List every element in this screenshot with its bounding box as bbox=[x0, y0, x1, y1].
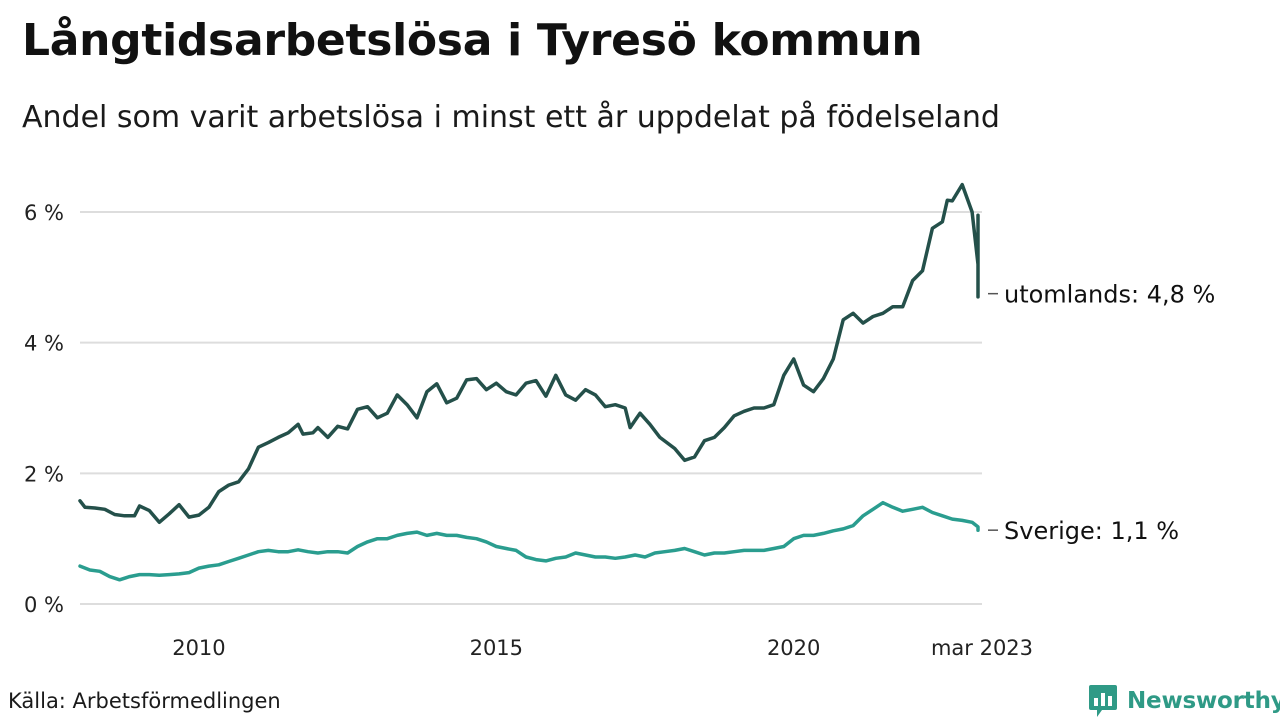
brand-logo: Newsworthy bbox=[1088, 684, 1280, 718]
end-label-sverige: Sverige: 1,1 % bbox=[1004, 517, 1179, 545]
x-axis-ticks: 2010 2015 2020 mar 2023 bbox=[172, 636, 1033, 660]
y-tick-label: 4 % bbox=[24, 332, 64, 356]
x-tick-label: 2020 bbox=[767, 636, 820, 660]
chart-subtitle: Andel som varit arbetslösa i minst ett å… bbox=[22, 100, 1000, 135]
x-tick-label: 2015 bbox=[470, 636, 523, 660]
end-labels: utomlands: 4,8 % Sverige: 1,1 % bbox=[988, 281, 1215, 545]
x-tick-label: 2010 bbox=[172, 636, 225, 660]
source-note: Källa: Arbetsförmedlingen bbox=[8, 689, 281, 713]
end-label-utomlands: utomlands: 4,8 % bbox=[1004, 281, 1215, 309]
bar-chart-icon bbox=[1089, 685, 1117, 717]
y-tick-label: 0 % bbox=[24, 593, 64, 617]
chart-title: Långtidsarbetslösa i Tyresö kommun bbox=[22, 15, 923, 66]
gridlines bbox=[80, 211, 982, 605]
series-line-utomlands bbox=[78, 182, 980, 525]
y-tick-label: 2 % bbox=[24, 462, 64, 486]
series-lines bbox=[78, 182, 980, 582]
x-tick-label: mar 2023 bbox=[931, 636, 1033, 660]
series-line-sverige bbox=[78, 500, 980, 582]
brand-name: Newsworthy bbox=[1127, 688, 1280, 714]
y-tick-label: 6 % bbox=[24, 201, 64, 225]
y-axis-ticks: 0 % 2 % 4 % 6 % bbox=[24, 201, 64, 617]
